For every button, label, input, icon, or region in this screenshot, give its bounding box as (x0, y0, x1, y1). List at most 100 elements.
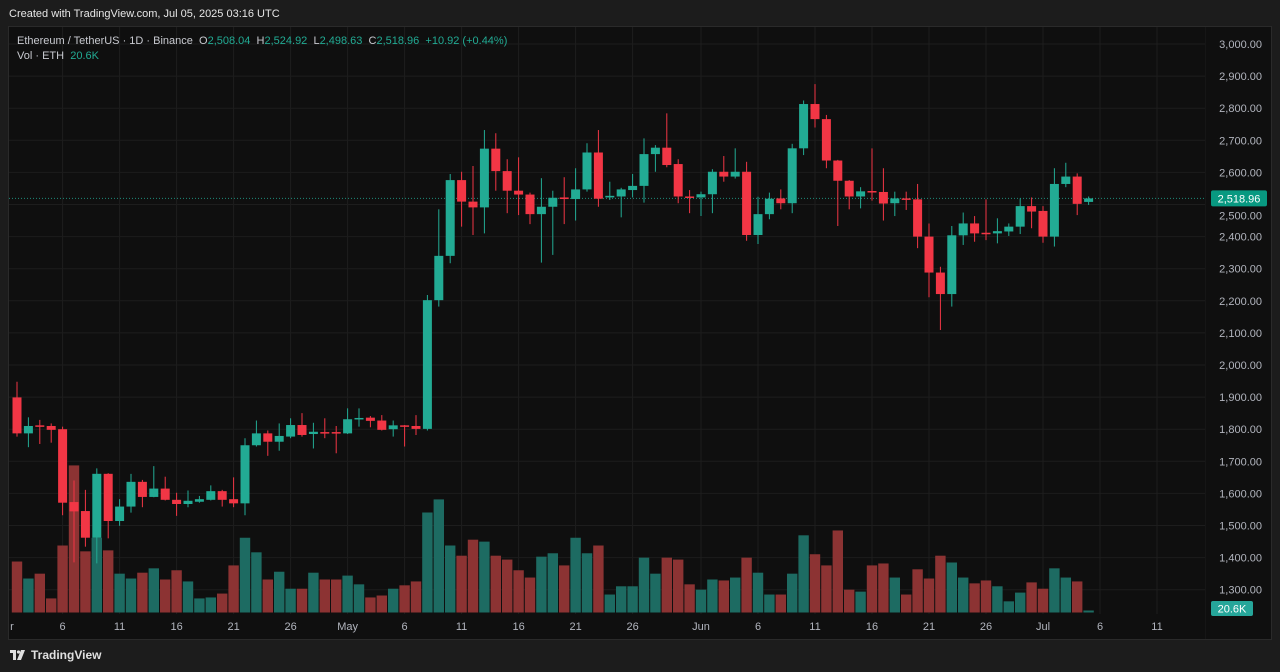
close-label: C (368, 35, 377, 47)
volume-bar (285, 588, 296, 613)
low-label: L (313, 35, 320, 47)
volume-bar (194, 598, 205, 613)
last-price-badge (1211, 190, 1267, 207)
candle (411, 415, 421, 435)
date-tick-label: Jul (1036, 621, 1050, 633)
candle (183, 490, 193, 508)
candle (1015, 198, 1025, 235)
candle-body (35, 425, 45, 427)
candle (696, 191, 706, 217)
volume-bar (730, 577, 741, 613)
volume-label[interactable]: Vol · ETH (17, 50, 65, 62)
footer-brand-text: TradingView (31, 648, 102, 662)
candle (194, 495, 204, 503)
candle (92, 468, 102, 564)
date-tick-label: May (337, 621, 358, 633)
volume-bar (980, 580, 992, 613)
candle-body (479, 148, 489, 208)
candle-body (548, 197, 558, 207)
symbol-title[interactable]: Ethereum / TetherUS · 1D · Binance (17, 35, 193, 47)
top-bar: Created with TradingView.com, Jul 05, 20… (0, 0, 1280, 28)
date-tick-label: 6 (1097, 621, 1103, 633)
volume-bar (1060, 577, 1071, 613)
candle (810, 84, 820, 128)
volume-bar (274, 571, 285, 613)
candle-body (377, 420, 387, 430)
candle-body (685, 196, 695, 198)
volume-bar (581, 553, 593, 613)
low-value: 2,498.63 (319, 35, 363, 47)
candle (320, 418, 330, 439)
candle-body (650, 147, 660, 155)
price-tick-label: 2,300.00 (1219, 264, 1262, 276)
candle-body (468, 201, 478, 208)
candle-body (1027, 206, 1037, 212)
volume-bar (251, 552, 262, 613)
date-tick-label: 21 (569, 621, 581, 633)
candle (616, 187, 626, 218)
volume-bar (901, 594, 912, 613)
tradingview-logo-icon (10, 650, 25, 660)
volume-value: 20.6K (70, 50, 99, 62)
volume-bar (661, 557, 672, 613)
created-with-caption: Created with TradingView.com, Jul 05, 20… (9, 8, 280, 20)
candle-body (354, 417, 364, 420)
candle (35, 419, 45, 444)
volume-bar (524, 577, 536, 613)
volume-row: Vol · ETH 20.6K (17, 49, 507, 64)
date-tick-label: 11 (114, 621, 125, 633)
price-tick-label: 2,800.00 (1219, 103, 1262, 115)
footer-brand[interactable]: TradingView (10, 648, 101, 662)
candle-body (251, 433, 261, 446)
candle-body (753, 214, 763, 235)
candle (514, 157, 524, 216)
high-label: H (256, 35, 265, 47)
volume-bar (855, 591, 866, 613)
volume-bar (969, 583, 980, 613)
volume-bar (331, 579, 342, 613)
candle (1004, 223, 1014, 236)
candle (673, 159, 683, 204)
price-tick-label: 1,800.00 (1219, 424, 1262, 436)
candle-body (616, 189, 626, 197)
price-tick-label: 2,700.00 (1219, 135, 1262, 147)
candle-body (115, 506, 125, 522)
date-tick-label: 26 (980, 621, 992, 633)
volume-bar (467, 539, 479, 613)
candle-body (1084, 198, 1094, 202)
candle (502, 159, 512, 214)
candle (137, 479, 147, 508)
candle-body (719, 171, 729, 177)
price-tick-label: 1,400.00 (1219, 553, 1262, 565)
candle (251, 420, 261, 447)
volume-bar (1049, 568, 1060, 613)
candle (445, 174, 455, 264)
candle (924, 223, 934, 298)
candle (58, 426, 68, 516)
open-label: O (199, 35, 208, 47)
volume-bar (125, 578, 137, 613)
candle (559, 177, 569, 225)
volume-bar (160, 579, 171, 613)
candle-body (810, 104, 820, 120)
last-volume-badge-text: 20.6K (1218, 604, 1247, 616)
candle (571, 168, 581, 221)
candle (685, 190, 695, 214)
volume-bar (832, 530, 843, 613)
candle-body (297, 425, 307, 435)
volume-bar (11, 561, 23, 613)
candle-body (525, 194, 535, 215)
candle (274, 423, 284, 451)
candle-body (1072, 176, 1082, 204)
volume-bar (376, 595, 387, 613)
volume-bar (593, 545, 604, 613)
candle (719, 156, 729, 182)
date-tick-label: 16 (866, 621, 878, 633)
volume-bar (445, 545, 456, 613)
volume-bar (319, 579, 330, 613)
volume-bar (798, 535, 809, 613)
volume-bar (410, 581, 422, 613)
date-tick-label: 21 (923, 621, 935, 633)
volume-bar (616, 586, 627, 613)
